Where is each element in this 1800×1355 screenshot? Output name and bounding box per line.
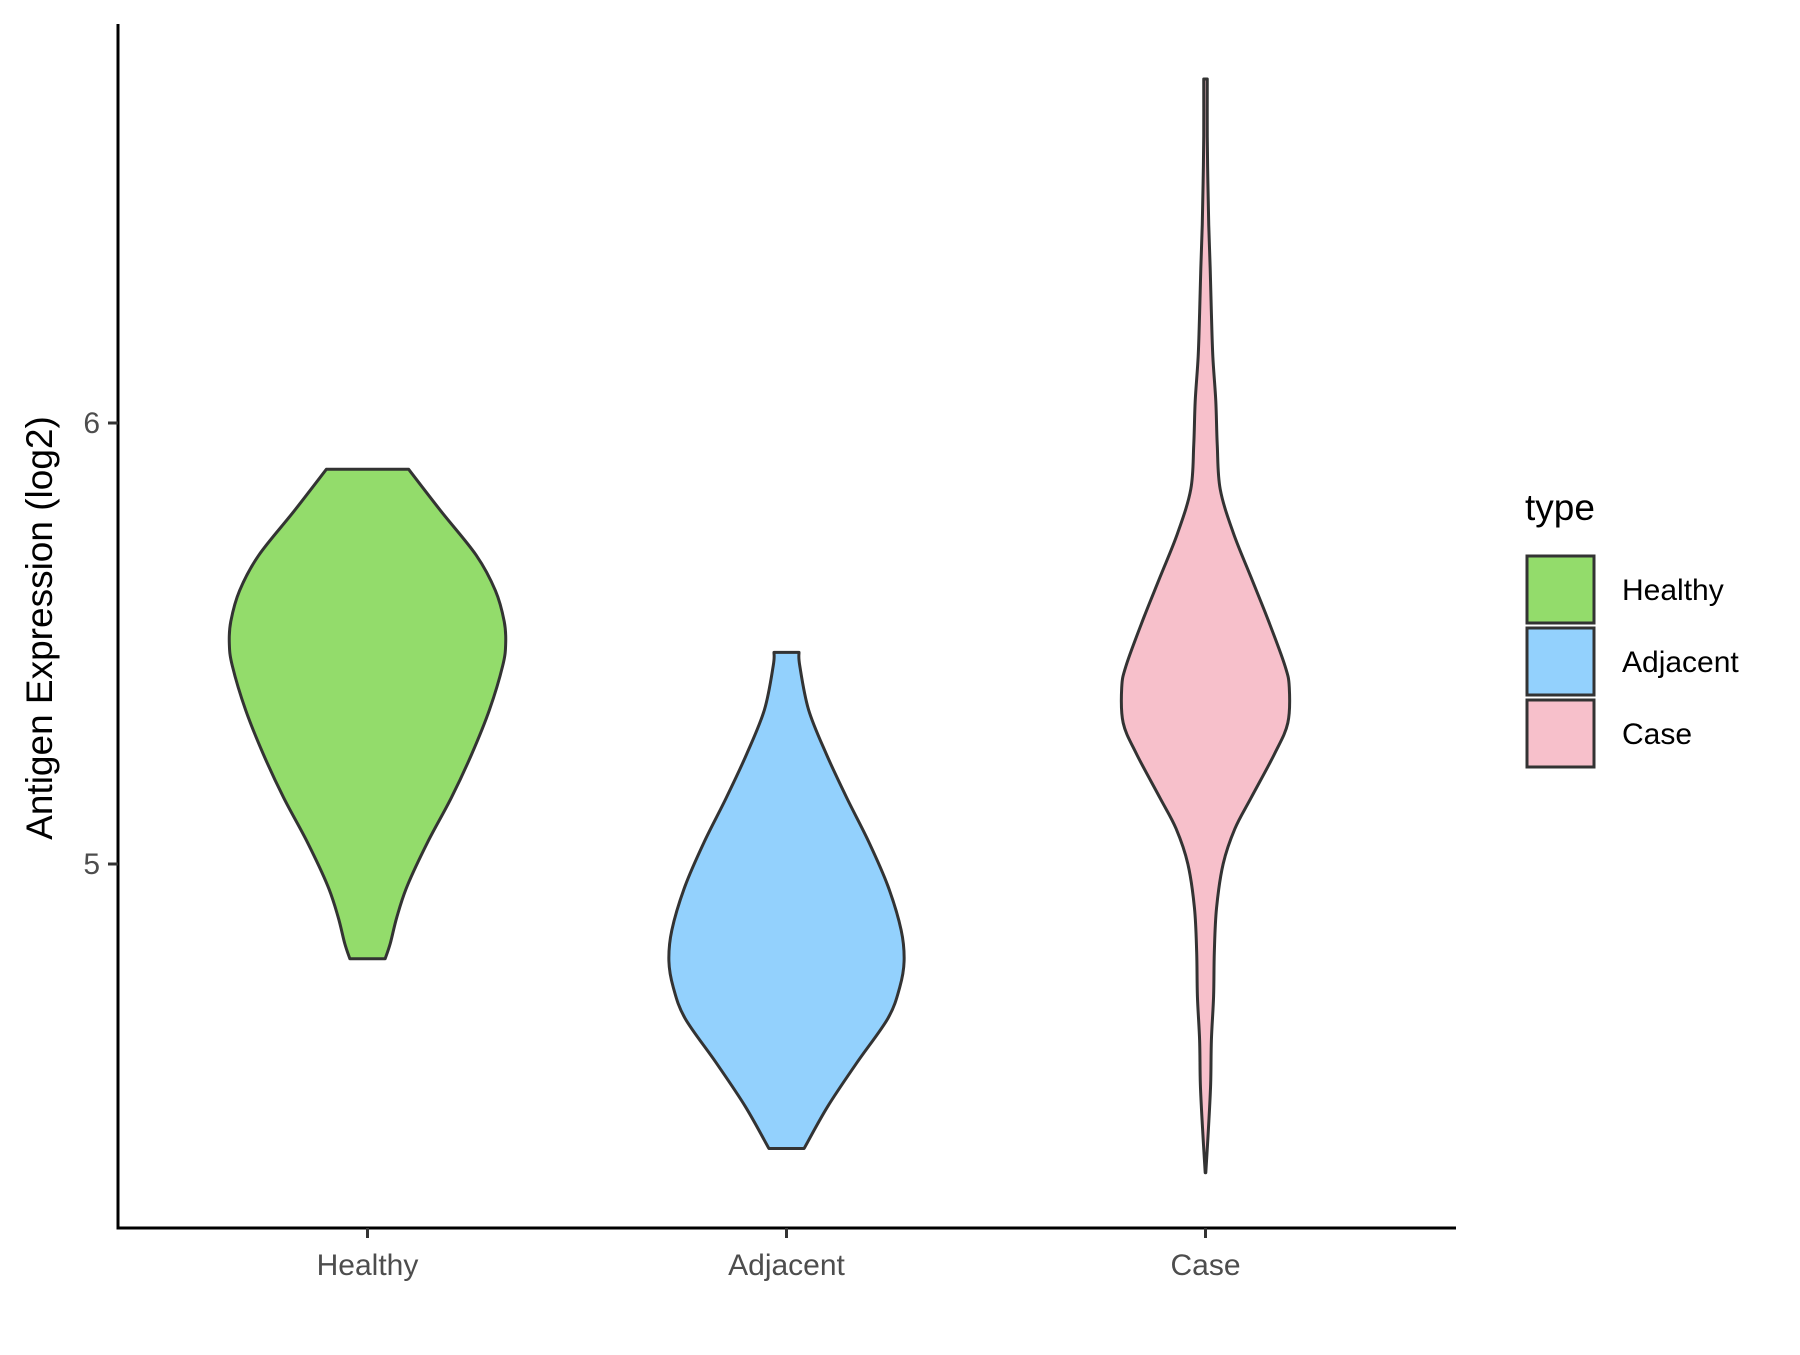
- violin-case: [1119, 77, 1292, 1175]
- legend-label-healthy: Healthy: [1622, 574, 1724, 607]
- violin-adjacent: [667, 650, 906, 1150]
- legend-entries: Healthy Adjacent Case: [1525, 554, 1739, 769]
- legend-key-case: [1525, 698, 1596, 769]
- legend-title: type: [1525, 487, 1595, 528]
- x-tick-label: Healthy: [317, 1249, 419, 1282]
- x-tick-label: Case: [1170, 1249, 1240, 1282]
- legend-label-case: Case: [1622, 718, 1692, 751]
- x-ticks-layer: Healthy Adjacent Case: [317, 1228, 1241, 1282]
- violins-layer: [227, 77, 1292, 1175]
- y-tick-label: 6: [83, 407, 100, 440]
- violin-healthy: [227, 467, 508, 961]
- x-tick-label: Adjacent: [728, 1249, 845, 1282]
- y-ticks-layer: 56: [83, 407, 118, 881]
- legend-label-adjacent: Adjacent: [1622, 646, 1739, 679]
- y-tick-label: 5: [83, 848, 100, 881]
- legend-key-healthy: [1525, 554, 1596, 625]
- y-axis-title: Antigen Expression (log2): [19, 416, 60, 840]
- legend: type Healthy Adjacent Case: [1525, 487, 1739, 769]
- legend-key-adjacent: [1525, 626, 1596, 697]
